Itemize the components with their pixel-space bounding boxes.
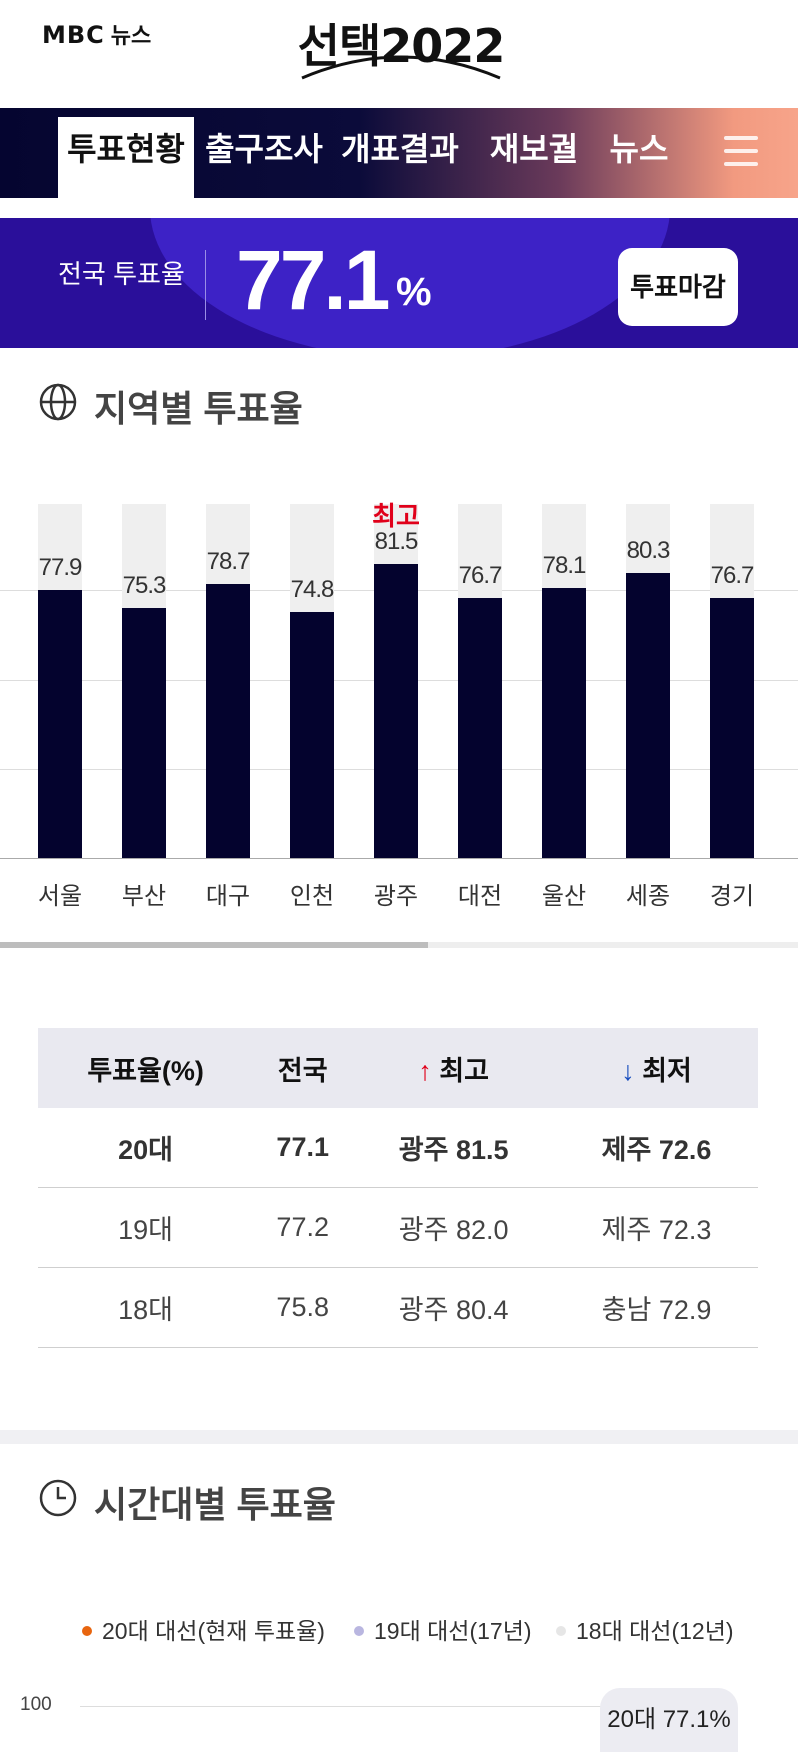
bar-value-label: 76.7 <box>710 562 755 590</box>
table-cell: 제주 72.6 <box>555 1108 758 1188</box>
category-label: 인천 <box>289 883 335 910</box>
brand-name: MBC <box>42 21 105 49</box>
hourly-turnout-title: 시간대별 투표율 <box>94 1484 336 1525</box>
baseline <box>0 858 798 859</box>
tab-news[interactable]: 뉴스 <box>609 131 669 167</box>
mbc-news-logo[interactable]: MBC 뉴스 <box>42 18 151 50</box>
legend-dot <box>354 1625 364 1636</box>
bar-광주[interactable] <box>374 564 418 858</box>
bar-value-label: 78.7 <box>206 548 251 575</box>
regional-bar-chart: 77.9 서울 75.3 부산 78.7 대구 74.8 인천 81.5 광주 76.7 대전 78.1… <box>0 500 798 910</box>
arrow-up-icon: ↑ <box>418 1055 432 1086</box>
main-nav: 투표현황 출구조사 개표결과 재보궐 뉴스 <box>0 108 798 198</box>
header-turnout: 투표율(%) <box>38 1028 254 1108</box>
arrow-down-icon: ↓ <box>621 1055 635 1086</box>
bar-대전[interactable] <box>458 598 502 858</box>
election-logo[interactable]: 선택2022 <box>296 10 506 82</box>
category-label: 서울 <box>37 883 83 910</box>
table-cell: 충남 72.9 <box>555 1267 758 1348</box>
logo-swoosh <box>301 55 501 80</box>
legend-item: 20대 대선(현재 투표율) <box>82 1612 325 1646</box>
legend-dot <box>82 1625 92 1636</box>
header-lowest: ↓ 최저 <box>555 1028 758 1108</box>
turnout-value: 77.1 <box>236 233 390 327</box>
globe-icon <box>39 383 77 421</box>
y-tick-label: 100 <box>20 1694 52 1715</box>
category-label: 경기 <box>709 883 755 910</box>
turnout-comparison-table: 투표율(%) 전국 ↑ 최고 ↓ 최저 20대 77.1 광주 81.5 제주 … <box>38 1028 758 1348</box>
table-row: 19대 77.2 광주 82.0 제주 72.3 <box>38 1187 758 1268</box>
bar-경기[interactable] <box>710 598 754 858</box>
national-turnout-banner: 전국 투표율 77.1 % 투표마감 <box>0 218 798 348</box>
divider <box>205 250 206 320</box>
voting-closed-badge: 투표마감 <box>618 248 738 326</box>
gridline <box>80 1706 730 1707</box>
bar-대구[interactable] <box>206 584 250 858</box>
regional-turnout-title: 지역별 투표율 <box>94 388 303 429</box>
table-cell: 광주 80.4 <box>352 1267 556 1348</box>
category-label: 광주 <box>373 883 419 910</box>
bar-울산[interactable] <box>542 588 586 858</box>
table-cell: 77.2 <box>253 1187 353 1268</box>
turnout-label: 전국 투표율 <box>58 259 185 289</box>
chart-scrollbar-thumb[interactable] <box>0 942 428 948</box>
header-highest: ↑ 최고 <box>352 1028 556 1108</box>
table-row: 18대 75.8 광주 80.4 충남 72.9 <box>38 1267 758 1348</box>
bar-value-label: 78.1 <box>542 552 587 580</box>
bar-value-label: 76.7 <box>458 562 503 590</box>
tab-turnout[interactable]: 투표현황 <box>58 117 194 198</box>
current-turnout-callout: 20대 77.1% <box>600 1688 738 1752</box>
bar-value-label: 75.3 <box>122 572 167 600</box>
brand-sub: 뉴스 <box>110 24 152 49</box>
bar-세종[interactable] <box>626 572 670 858</box>
turnout-unit: % <box>396 270 432 314</box>
top-header: MBC 뉴스 선택2022 <box>0 0 798 108</box>
section-divider <box>0 1430 798 1444</box>
table-cell: 19대 <box>38 1187 254 1268</box>
table-cell: 20대 <box>38 1108 254 1188</box>
bar-value-label: 74.8 <box>290 575 335 603</box>
hamburger-icon[interactable] <box>724 136 758 166</box>
header-national: 전국 <box>253 1028 353 1108</box>
tab-exit-poll[interactable]: 출구조사 <box>205 131 323 167</box>
category-label: 부산 <box>121 883 167 910</box>
table-row: 20대 77.1 광주 81.5 제주 72.6 <box>38 1108 758 1188</box>
legend-item: 19대 대선(17년) <box>354 1612 532 1646</box>
highest-label: 최고 <box>372 501 420 532</box>
bar-value-label: 81.5 <box>374 528 419 556</box>
legend-item: 18대 대선(12년) <box>556 1612 734 1646</box>
table-cell: 광주 81.5 <box>352 1108 556 1188</box>
table-cell: 광주 82.0 <box>352 1187 556 1268</box>
bar-인천[interactable] <box>290 611 334 858</box>
tab-results[interactable]: 개표결과 <box>341 131 459 167</box>
table-cell: 77.1 <box>253 1108 353 1188</box>
event-title: 선택2022 <box>297 19 506 73</box>
chart-legend: 20대 대선(현재 투표율) 19대 대선(17년) 18대 대선(12년) <box>0 1612 798 1652</box>
clock-icon <box>39 1479 77 1517</box>
table-cell: 제주 72.3 <box>555 1187 758 1268</box>
bar-서울[interactable] <box>38 589 82 858</box>
table-cell: 18대 <box>38 1267 254 1348</box>
bar-value-label: 77.9 <box>38 553 83 581</box>
table-cell: 75.8 <box>253 1267 353 1348</box>
tab-by-election[interactable]: 재보궐 <box>489 131 579 167</box>
bar-부산[interactable] <box>122 608 166 858</box>
category-label: 울산 <box>541 883 587 910</box>
category-label: 세종 <box>625 883 671 910</box>
bar-value-label: 80.3 <box>626 536 671 564</box>
category-label: 대전 <box>457 883 503 910</box>
category-label: 대구 <box>205 883 251 910</box>
legend-dot <box>556 1625 566 1636</box>
